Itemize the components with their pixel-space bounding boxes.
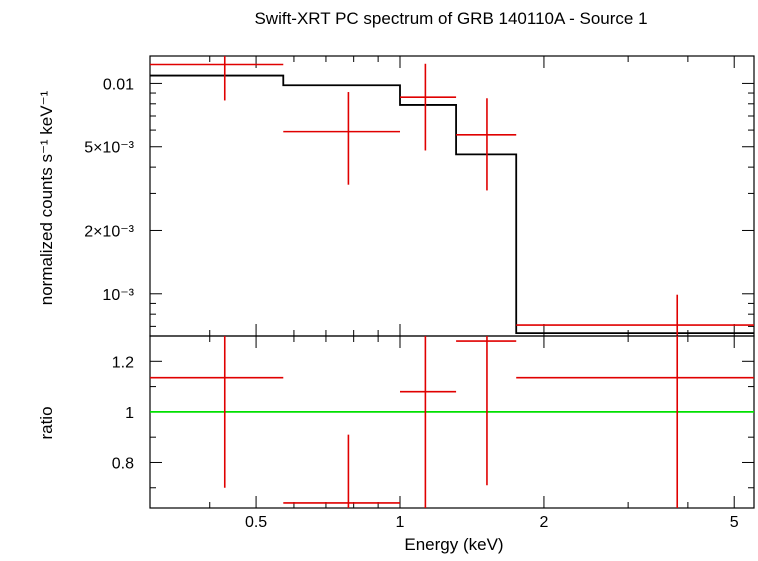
ratio-y-tick-label: 1	[125, 405, 134, 422]
ratio-panel: 0.5 1 2 5 0.8 1 1.2	[112, 335, 755, 531]
ratio-data-point	[456, 336, 517, 486]
spectrum-y-tick-label: 2×10⁻³	[84, 223, 134, 240]
spectrum-y-tick-label: 10⁻³	[102, 287, 134, 304]
ratio-y-axis-label: ratio	[37, 406, 56, 439]
x-tick-label: 5	[730, 514, 739, 531]
spectrum-data-point	[400, 63, 457, 151]
spectrum-data-point	[150, 56, 284, 101]
x-tick-label: 1	[396, 514, 405, 531]
x-tick-label: 2	[539, 514, 548, 531]
spectrum-y-axis-label: normalized counts s⁻¹ keV⁻¹	[37, 90, 56, 305]
ratio-data-point	[516, 336, 754, 508]
chart-title: Swift-XRT PC spectrum of GRB 140110A - S…	[254, 9, 647, 28]
ratio-frame	[149, 335, 755, 509]
model-step-line	[150, 74, 754, 335]
x-axis-label: Energy (keV)	[404, 535, 503, 554]
ratio-data-point	[150, 336, 284, 488]
spectrum-frame	[149, 55, 755, 337]
spectrum-data-point	[283, 92, 401, 185]
spectrum-panel: 0.01 5×10⁻³ 2×10⁻³ 10⁻³	[84, 55, 755, 337]
spectrum-y-tick-label: 5×10⁻³	[84, 140, 134, 157]
x-tick-label: 0.5	[245, 514, 267, 531]
spectrum-data-point	[456, 98, 517, 191]
spectrum-data-point	[516, 294, 754, 336]
spectrum-y-tick-label: 0.01	[103, 76, 134, 93]
ratio-data-point	[283, 434, 401, 508]
ratio-data-point	[400, 336, 457, 508]
ratio-y-tick-label: 0.8	[112, 455, 134, 472]
ratio-y-tick-label: 1.2	[112, 354, 134, 371]
